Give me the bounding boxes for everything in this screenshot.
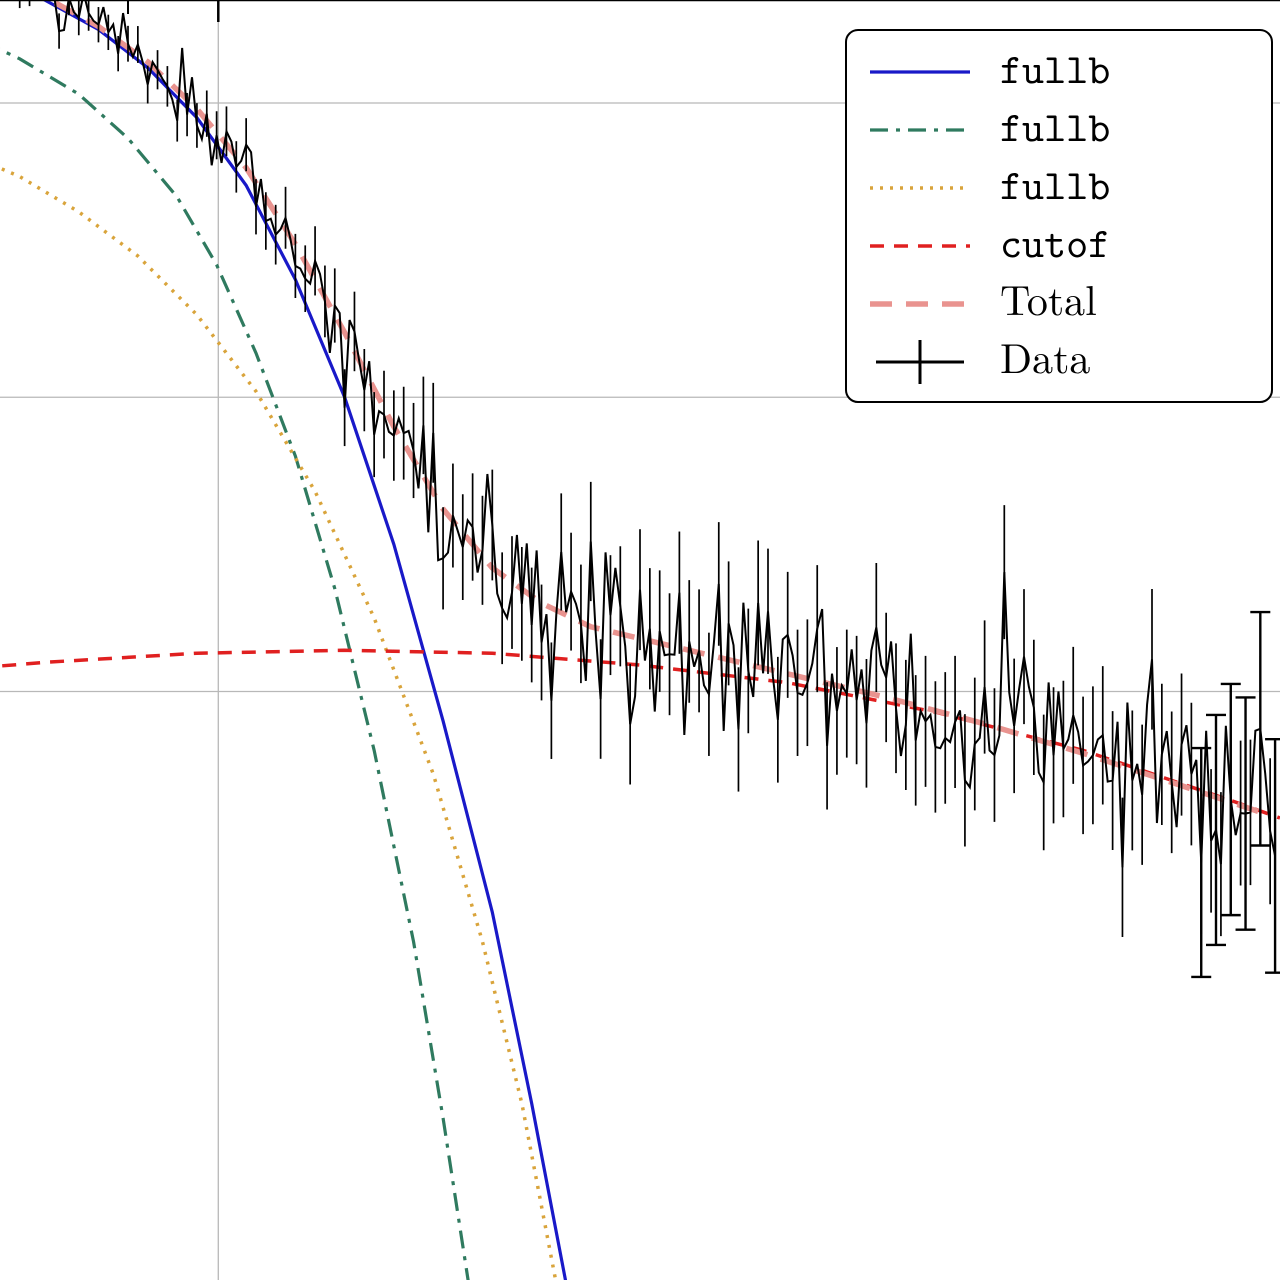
legend-label-total: Total xyxy=(1000,269,1097,328)
legend-label-cutoff: cutof xyxy=(1000,215,1110,271)
spectrum-chart: fullbfullbfullbcutofTotalData xyxy=(0,0,1280,1280)
legend-label-data: Data xyxy=(1000,327,1090,386)
legend: fullbfullbfullbcutofTotalData xyxy=(846,30,1272,402)
legend-label-fullband-3: fullb xyxy=(1000,157,1110,213)
legend-label-fullband-1: fullb xyxy=(1000,41,1110,97)
legend-label-fullband-2: fullb xyxy=(1000,99,1110,155)
